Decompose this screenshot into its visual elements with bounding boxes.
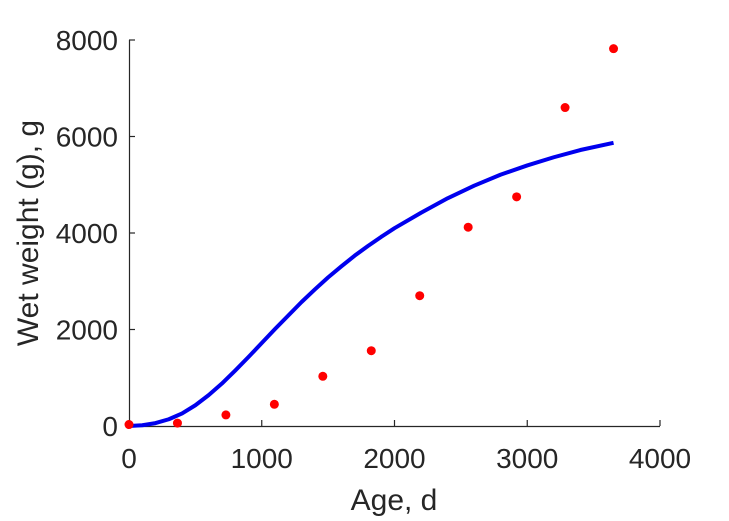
x-tick-label: 3000	[496, 443, 558, 474]
x-tick-label: 2000	[363, 443, 425, 474]
axes	[128, 40, 660, 428]
series	[124, 44, 619, 430]
x-tick-label: 4000	[629, 443, 691, 474]
x-ticks: 0 1000 2000 3000 4000	[121, 420, 691, 474]
data-point	[318, 371, 328, 381]
y-tick-label: 0	[102, 411, 118, 442]
data-point	[512, 192, 522, 202]
data-point	[463, 222, 473, 232]
y-tick-label: 4000	[56, 218, 118, 249]
y-tick-label: 8000	[56, 25, 118, 56]
y-ticks: 0 2000 4000 6000 8000	[56, 25, 135, 442]
data-point	[366, 346, 376, 356]
y-tick-label: 6000	[56, 122, 118, 153]
data-point	[560, 103, 570, 113]
data-point	[269, 399, 279, 409]
data-point	[172, 418, 182, 428]
x-axis-label: Age, d	[351, 484, 438, 517]
x-tick-label: 0	[121, 443, 137, 474]
x-tick-label: 1000	[231, 443, 293, 474]
data-point	[415, 291, 425, 301]
data-point	[124, 420, 134, 430]
y-tick-label: 2000	[56, 315, 118, 346]
y-axis-label: Wet weight (g), g	[12, 120, 45, 346]
data-point	[609, 44, 619, 54]
fit-curve	[128, 140, 614, 428]
data-point	[221, 410, 231, 420]
